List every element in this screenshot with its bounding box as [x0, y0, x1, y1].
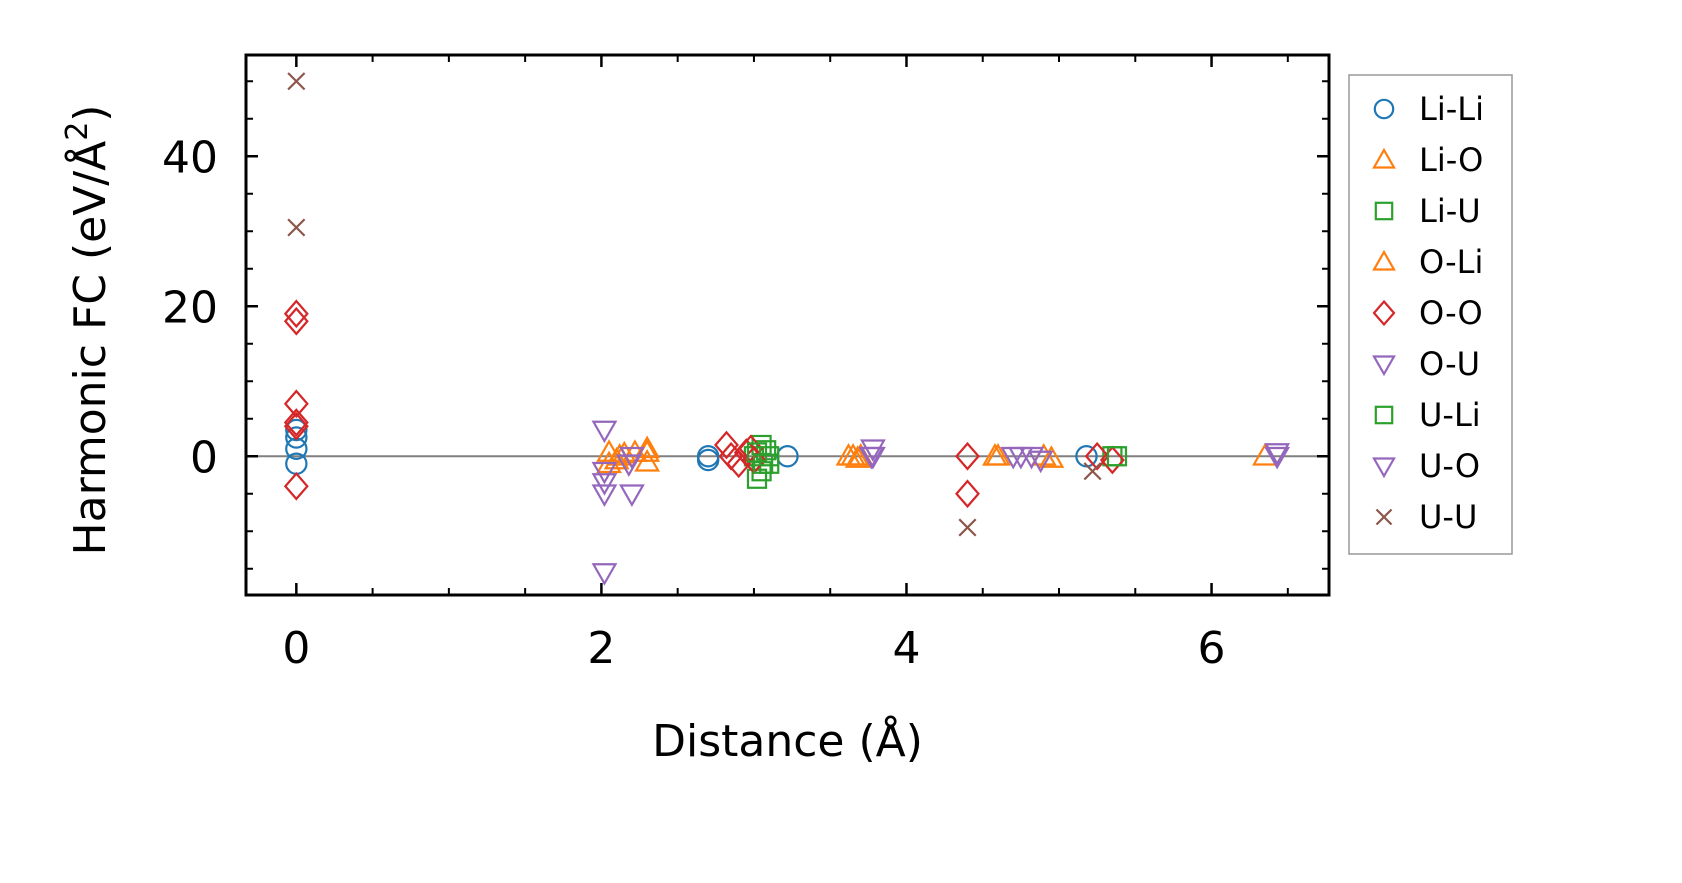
data-point-o-o [955, 479, 980, 509]
data-point-o-o [283, 471, 309, 501]
legend-marker-u-u [1375, 508, 1393, 526]
legend-label: O-Li [1419, 243, 1483, 281]
legend-marker-u-li [1374, 405, 1394, 425]
data-point-o-li [1038, 445, 1065, 468]
data-point-u-u [958, 518, 977, 537]
y-axis-label-main: Harmonic FC (eV/Å [63, 141, 116, 556]
legend-label: Li-Li [1419, 90, 1484, 128]
data-point-o-o [283, 408, 309, 437]
legend-label: U-Li [1419, 396, 1481, 434]
legend-marker-o-li [1372, 249, 1396, 271]
data-point-o-u [619, 484, 645, 507]
y-tick-label: 0 [190, 432, 218, 483]
data-point-o-o [955, 441, 980, 471]
data-point-o-o [283, 411, 309, 441]
data-point-o-o [714, 430, 739, 460]
data-point-u-o [591, 563, 618, 586]
data-point-o-o [283, 306, 309, 336]
y-axis-label-superscript: 2 [60, 122, 95, 141]
legend-label: Li-U [1419, 192, 1481, 230]
data-point-u-li [1106, 446, 1128, 467]
legend: Li-Li Li-O Li-U O-Li O-O O-U U-Li U-O U-U [1348, 74, 1513, 555]
data-point-o-u [591, 484, 618, 507]
legend-marker-li-li [1373, 98, 1395, 120]
y-tick-label: 40 [162, 132, 218, 183]
data-point-li-li [285, 426, 308, 449]
x-tick-label: 2 [587, 623, 615, 674]
data-point-u-u [287, 72, 306, 91]
data-point-u-o [1000, 446, 1027, 470]
data-point-u-li [759, 446, 780, 467]
data-point-u-o [615, 454, 642, 477]
data-point-o-o [283, 389, 309, 419]
y-axis-label: Harmonic FC (eV/Å2) [60, 105, 116, 556]
data-point-li-o [844, 445, 871, 468]
data-point-u-u [1083, 462, 1102, 481]
y-tick-label: 20 [162, 282, 218, 333]
data-point-u-u [287, 218, 306, 237]
ticks-layer: 0 2 4 6 0 20 40 [162, 55, 1329, 674]
data-point-o-o [726, 449, 752, 479]
data-point-o-o [1099, 445, 1125, 475]
legend-marker-u-o [1372, 457, 1396, 479]
legend-label: Li-O [1419, 141, 1483, 179]
y-axis-label-end: ) [65, 105, 116, 122]
legend-marker-li-o [1372, 147, 1396, 169]
x-tick-label: 0 [282, 623, 310, 674]
data-point-o-li [985, 443, 1011, 466]
plot-frame [244, 53, 1331, 597]
data-point-u-o [1027, 450, 1054, 474]
data-point-u-o [858, 446, 885, 470]
data-point-li-li [696, 448, 720, 472]
data-point-o-u [591, 420, 618, 444]
legend-marker-o-o [1372, 299, 1396, 327]
points-layer [283, 72, 1291, 586]
data-point-u-o [1264, 446, 1291, 470]
x-tick-label: 4 [892, 623, 920, 674]
legend-label: O-O [1419, 294, 1483, 332]
legend-label: O-U [1419, 345, 1480, 383]
data-point-o-u [860, 439, 886, 462]
legend-marker-li-u [1374, 201, 1394, 221]
data-point-u-li [746, 442, 768, 463]
data-point-o-u [591, 461, 618, 485]
data-point-u-li [752, 453, 774, 474]
data-point-o-o [283, 299, 309, 329]
data-point-o-u [1018, 446, 1045, 470]
legend-label: U-O [1419, 447, 1480, 485]
legend-marker-o-u [1372, 355, 1396, 377]
x-axis-label: Distance (Å) [652, 714, 923, 767]
legend-label: U-U [1419, 498, 1477, 536]
x-tick-label: 6 [1198, 623, 1226, 674]
data-point-o-u [591, 473, 618, 496]
data-point-o-o [1084, 441, 1110, 471]
data-point-u-o [1264, 443, 1291, 466]
